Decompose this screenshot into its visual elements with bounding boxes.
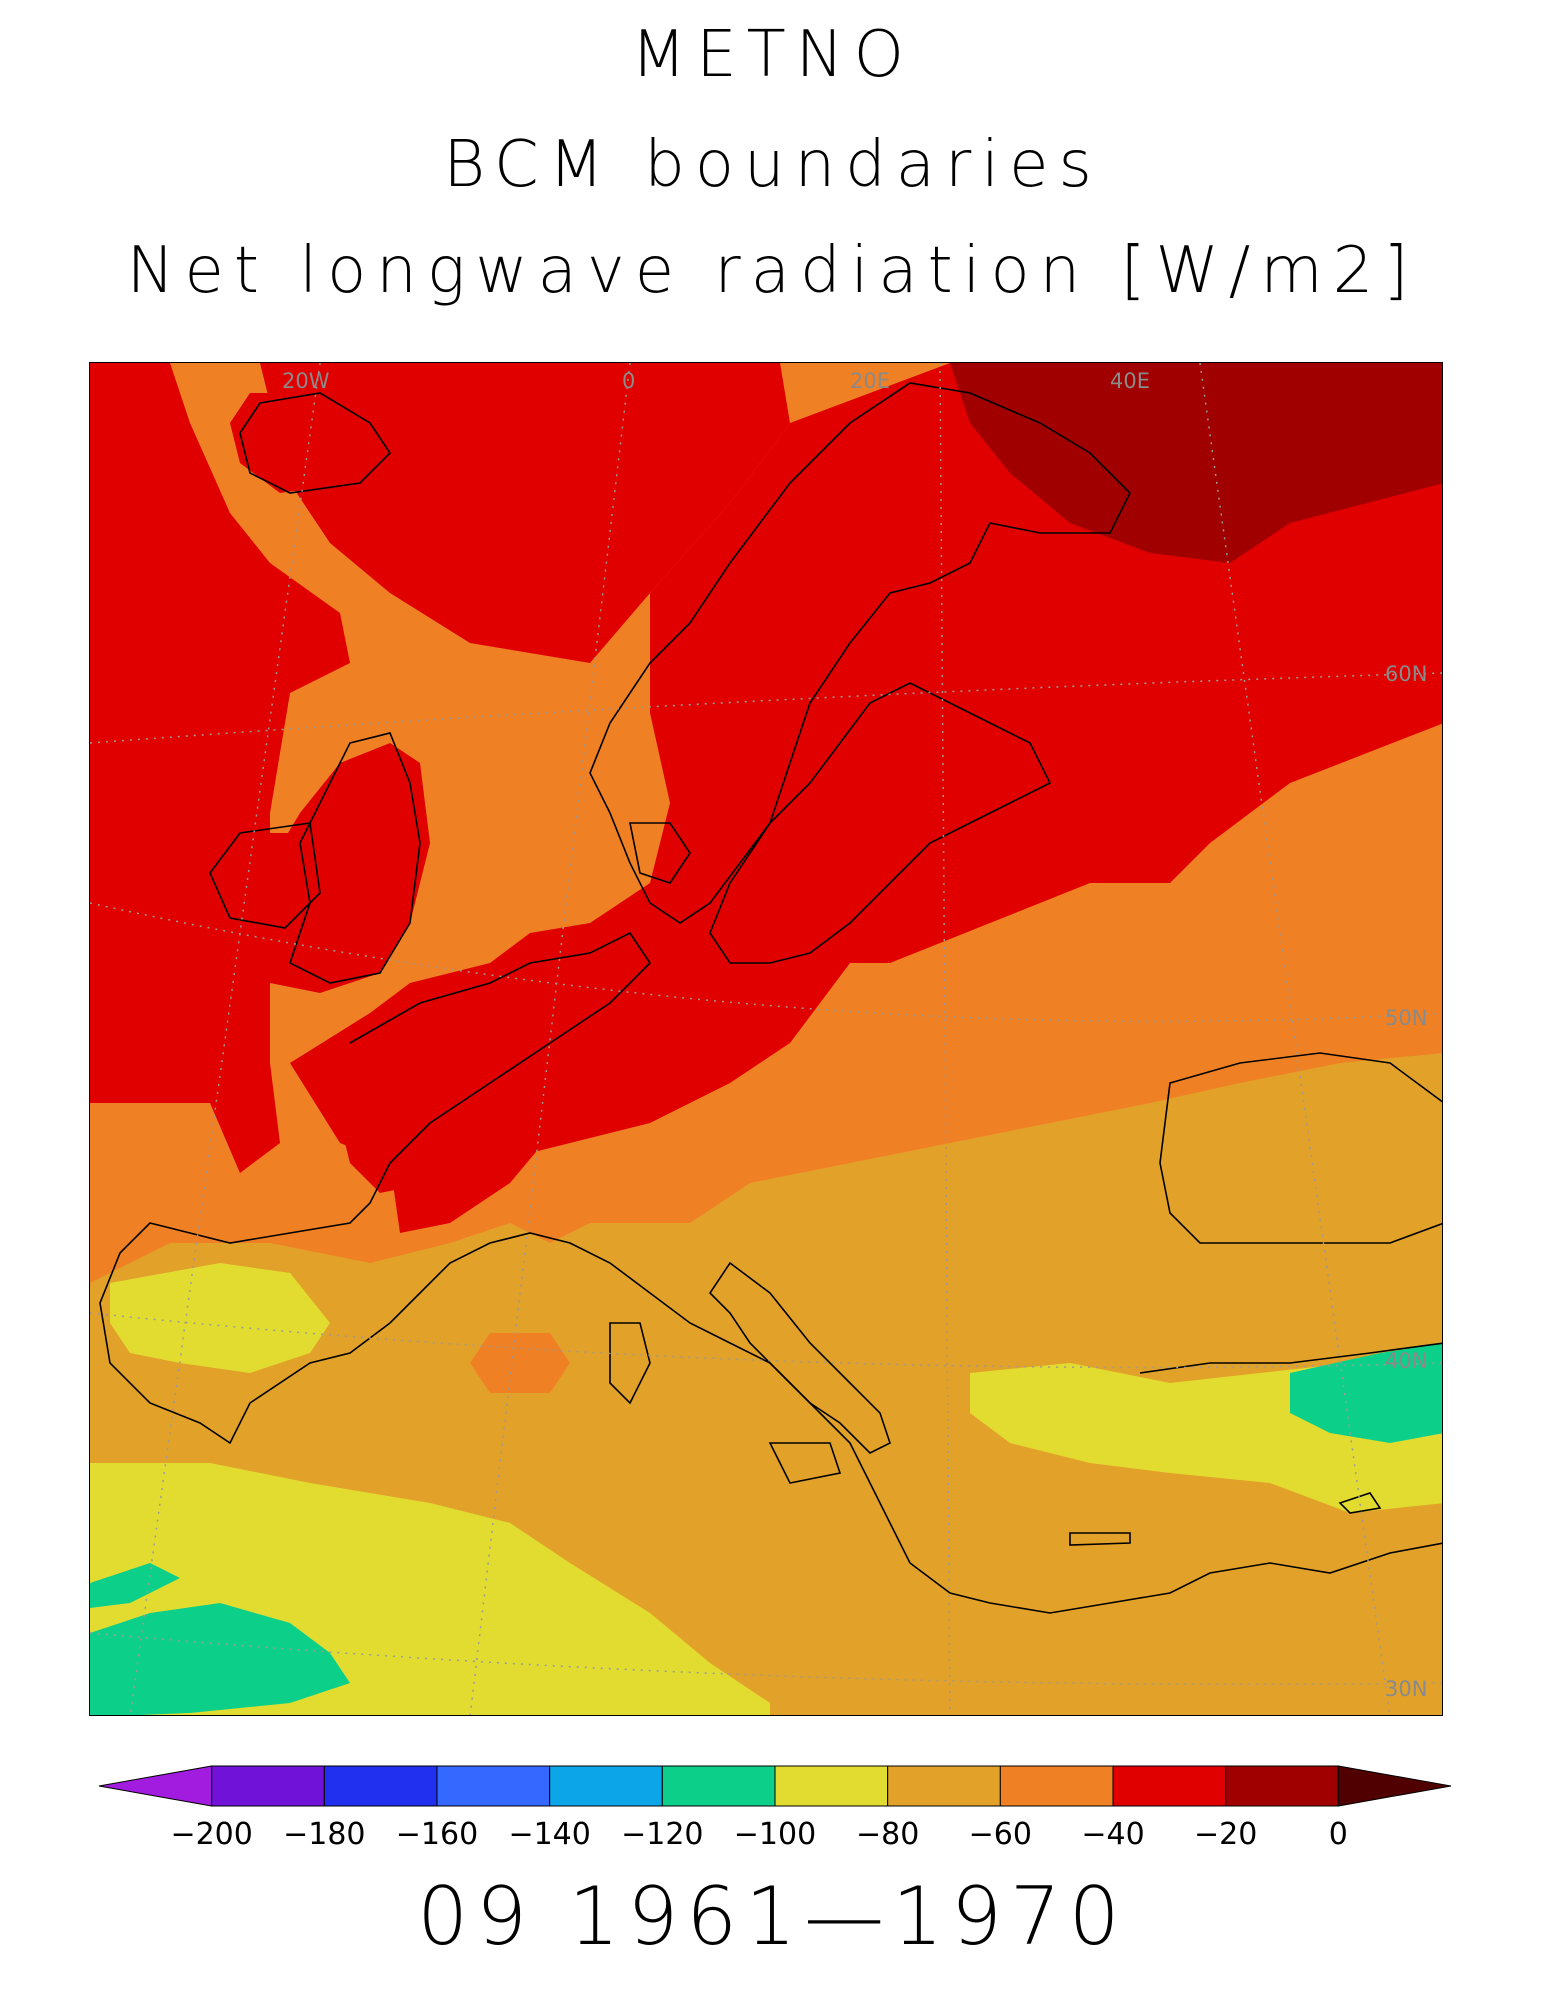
sahara-green-speckle xyxy=(90,1563,180,1608)
colorbar-tick-label: −160 xyxy=(396,1817,478,1852)
colorbar-tick-label: −100 xyxy=(734,1817,816,1852)
colorbar-tick-label: −40 xyxy=(1081,1817,1144,1852)
colorbar-segments xyxy=(98,1765,1452,1807)
anatolia-green-zone xyxy=(1290,1343,1442,1443)
crete-coast xyxy=(1069,1532,1131,1546)
colorbar-cell xyxy=(1337,1765,1452,1807)
norwegian-sea-red-zone xyxy=(260,363,790,663)
colorbar-cell xyxy=(211,1765,325,1807)
iceland-coast xyxy=(239,392,392,494)
sicily-coast xyxy=(768,1442,842,1484)
graticule-20e xyxy=(939,363,951,1715)
colorbar-tick-label: −140 xyxy=(508,1817,590,1852)
atlantic-red-zone xyxy=(90,363,350,1173)
colorbar-cell xyxy=(1225,1765,1339,1807)
britain-coast xyxy=(289,732,421,984)
colorbar-tick-label: −120 xyxy=(621,1817,703,1852)
sardinia-coast xyxy=(609,1322,651,1405)
colorbar: −200 −180 −160 −140 −120 −100 −80 −60 −40 −20 0 xyxy=(98,1765,1452,1852)
turkey-coast xyxy=(1139,1342,1442,1374)
label-40e: 40E xyxy=(1110,369,1150,393)
label-20e: 20E xyxy=(850,369,890,393)
cyprus-coast xyxy=(1338,1492,1382,1514)
map-canvas: 20W 0 20E 40E 60N 50N 40N 30N xyxy=(90,363,1442,1715)
arctic-darkred-zone xyxy=(950,363,1442,563)
europe-west-coast xyxy=(99,931,1442,1614)
colorbar-tick-label: 0 xyxy=(1329,1817,1348,1852)
baltic-coast xyxy=(709,682,1052,964)
colorbar-cell xyxy=(98,1765,213,1807)
period-label: 09 1961—1970 xyxy=(417,1870,1128,1963)
colorbar-cell xyxy=(999,1765,1114,1807)
central-europe-red-zone xyxy=(340,903,850,1193)
colorbar-tick-label: −180 xyxy=(283,1817,365,1852)
black-sea-coast xyxy=(1159,1052,1442,1244)
graticule-40n xyxy=(90,1312,1442,1369)
colorbar-tick-label: −20 xyxy=(1194,1817,1257,1852)
graticule xyxy=(90,363,1442,1715)
denmark-coast xyxy=(629,822,691,884)
colorbar-labels: −200 −180 −160 −140 −120 −100 −80 −60 −40 −20 0 xyxy=(170,1817,1347,1852)
italy-coast xyxy=(708,1261,891,1454)
colorbar-cell xyxy=(549,1765,663,1807)
balearic-orange-patch xyxy=(470,1333,570,1393)
colorbar-tick-label: −80 xyxy=(856,1817,919,1852)
ireland-red-zone xyxy=(210,833,320,923)
colorbar-cell xyxy=(661,1765,776,1807)
label-20w: 20W xyxy=(282,369,330,393)
colorbar-cell xyxy=(1112,1765,1227,1807)
british-isles-red-zone xyxy=(250,743,430,993)
map-title: METNO xyxy=(631,18,914,92)
label-60n: 60N xyxy=(1385,662,1427,686)
iceland-red-zone xyxy=(230,393,380,493)
map-panel: 20W 0 20E 40E 60N 50N 40N 30N xyxy=(89,362,1443,1716)
variable-title: Net longwave radiation [W/m2] xyxy=(126,234,1419,308)
colorbar-tick-label: −60 xyxy=(969,1817,1032,1852)
label-50n: 50N xyxy=(1385,1006,1427,1030)
colorbar-cell xyxy=(887,1765,1001,1807)
colorbar-cell xyxy=(774,1765,889,1807)
label-0: 0 xyxy=(622,369,635,393)
colorbar-tick-label: −200 xyxy=(170,1817,252,1852)
sahara-green-zone xyxy=(90,1603,350,1715)
coastlines xyxy=(99,382,1442,1614)
label-40n: 40N xyxy=(1385,1349,1427,1373)
scandinavia-coast xyxy=(589,382,1131,924)
graticule-0 xyxy=(469,363,631,1715)
label-30n: 30N xyxy=(1385,1677,1427,1701)
colorbar-cell xyxy=(323,1765,438,1807)
iberia-yellow-zone xyxy=(110,1263,330,1373)
map-subtitle: BCM boundaries xyxy=(443,128,1102,202)
colorbar-cell xyxy=(436,1765,551,1807)
